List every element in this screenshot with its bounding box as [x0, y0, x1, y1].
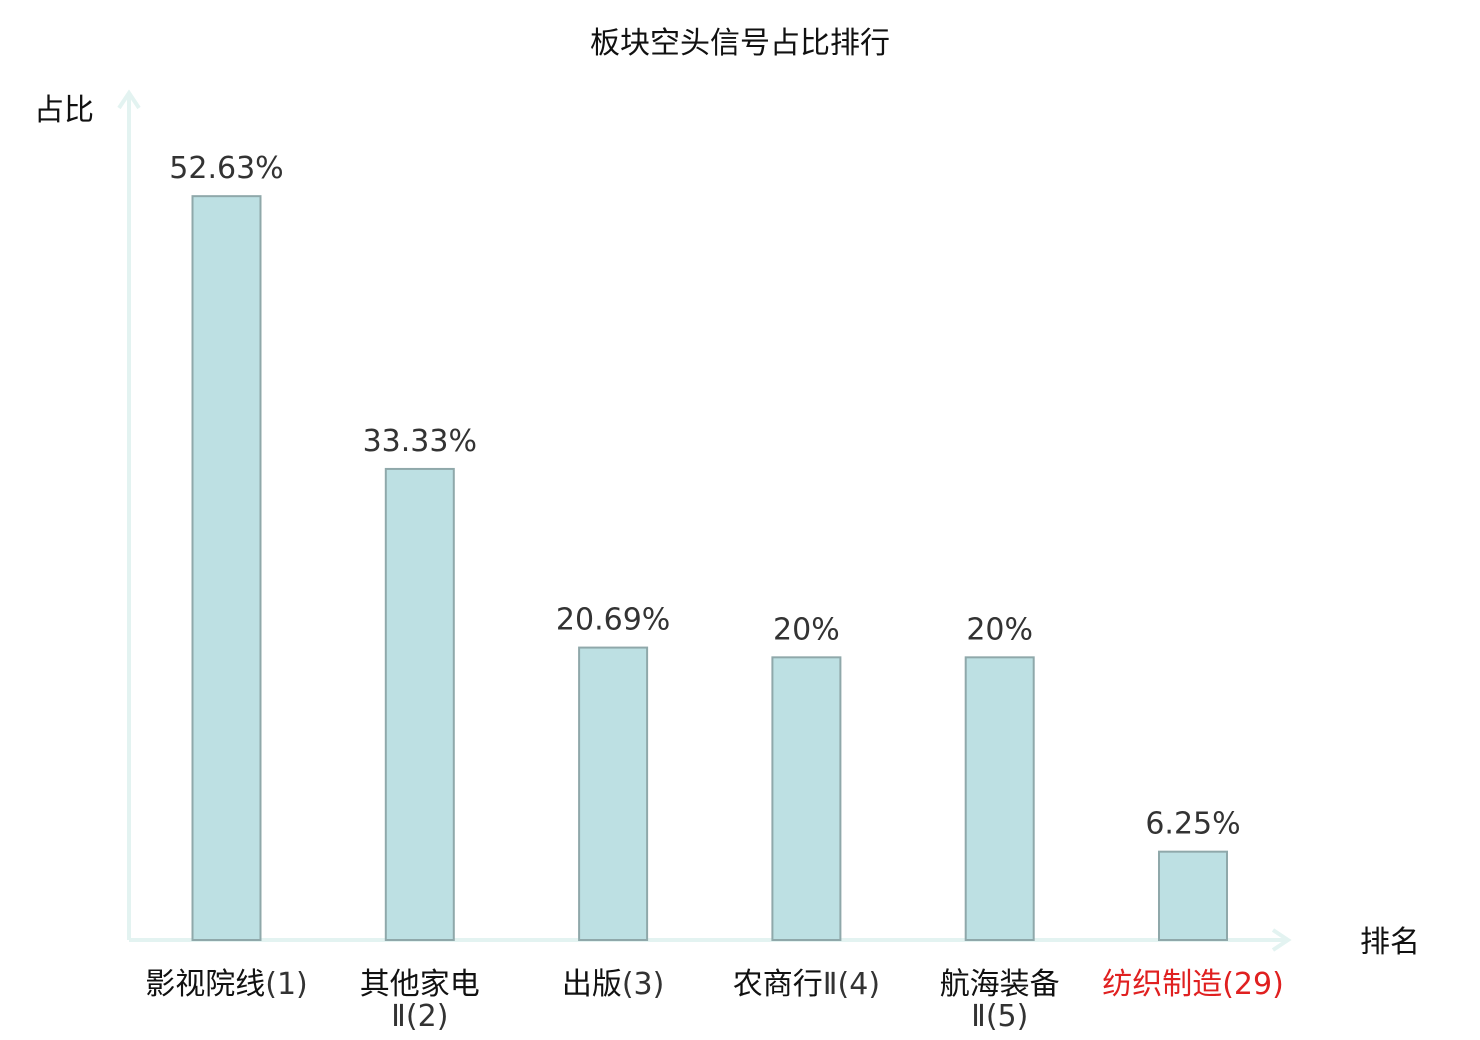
bar-5	[964, 656, 1035, 941]
x-tick-name-1: 影视院线	[145, 967, 265, 1002]
bar-value-label-6: 6.25%	[1145, 807, 1240, 842]
bar-4	[771, 656, 842, 941]
x-tick-name-6: 纺织制造	[1102, 967, 1222, 1002]
x-axis	[129, 928, 1292, 952]
x-tick-rank-5: Ⅱ(5)	[971, 999, 1028, 1034]
bar-value-label-4: 20%	[773, 612, 840, 647]
x-tick-rank-4: Ⅱ(4)	[823, 967, 880, 1002]
x-tick-rank-6: (29)	[1222, 967, 1284, 1002]
bar-value-label-1: 52.63%	[169, 151, 283, 186]
x-tick-label-4: 农商行Ⅱ(4)	[733, 967, 880, 1002]
bar-3	[578, 646, 649, 942]
category-labels-group: 影视院线(1) 其他家电 Ⅱ(2)出版(3) 农商行Ⅱ(4) 航海装备 Ⅱ(5)纺织制造(…	[145, 967, 1284, 1034]
x-tick-rank-1: (1)	[265, 967, 308, 1002]
value-labels-group: 52.63% 33.33% 20.69% 20% 20% 6.25%	[169, 151, 1240, 842]
bar-value-label-2: 33.33%	[363, 424, 477, 459]
x-tick-name-3: 出版	[562, 967, 622, 1002]
x-tick-rank-2: Ⅱ(2)	[391, 999, 448, 1034]
chart-title: 板块空头信号占比排行	[590, 26, 890, 61]
y-axis-arrow	[117, 89, 141, 110]
bar-value-label-3: 20.69%	[556, 603, 670, 638]
x-tick-name-2: 其他家电	[360, 967, 480, 1002]
x-tick-label-6: 纺织制造(29)	[1102, 967, 1284, 1002]
y-axis-title: 占比	[34, 93, 94, 128]
x-tick-rank-3: (3)	[622, 967, 665, 1002]
bar-1	[191, 195, 262, 942]
x-tick-label-5: 航海装备 Ⅱ(5)	[940, 967, 1060, 1034]
x-axis-arrow	[1271, 928, 1292, 952]
bars-group	[191, 195, 1228, 942]
bar-6	[1158, 850, 1228, 942]
y-axis	[117, 89, 141, 940]
x-tick-label-1: 影视院线(1)	[145, 967, 308, 1002]
x-tick-label-2: 其他家电 Ⅱ(2)	[360, 967, 480, 1034]
x-tick-label-3: 出版(3)	[562, 967, 665, 1002]
x-tick-name-4: 农商行	[733, 967, 823, 1002]
bar-value-label-5: 20%	[966, 612, 1033, 647]
x-tick-name-5: 航海装备	[940, 967, 1060, 1002]
bar-2	[384, 467, 455, 941]
x-axis-title: 排名	[1360, 925, 1420, 960]
